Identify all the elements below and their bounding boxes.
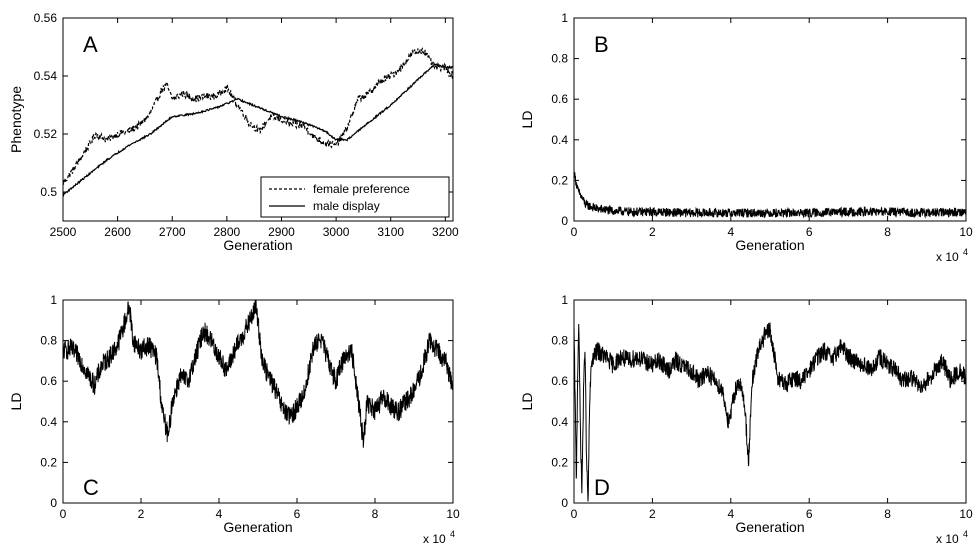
- panel-letter-C: C: [83, 475, 99, 500]
- y-tick-label: 0.8: [40, 334, 57, 348]
- x-tick-label: 3200: [432, 225, 459, 239]
- x-tick-label: 0: [571, 225, 578, 239]
- legend-box: [260, 176, 450, 218]
- x-tick-label: 8: [884, 507, 891, 521]
- x-tick-label: 2: [138, 507, 145, 521]
- x-tick-label: 4: [216, 507, 223, 521]
- y-tick-label: 1: [561, 293, 568, 307]
- y-tick-label: 0.2: [551, 173, 568, 187]
- x-tick-label: 6: [806, 507, 813, 521]
- axes-frame: [573, 299, 967, 504]
- y-tick-label: 1: [50, 293, 57, 307]
- y-tick-label: 0.52: [34, 127, 58, 141]
- y-tick-label: 0.4: [551, 415, 568, 429]
- y-tick-label: 0.6: [551, 374, 568, 388]
- y-tick-label: 0.6: [40, 374, 57, 388]
- x-tick-label: 0: [60, 507, 67, 521]
- x-axis-multiplier: x 10: [936, 250, 959, 264]
- legend-label: female preference: [313, 182, 410, 196]
- x-tick-label: 8: [884, 225, 891, 239]
- panel-letter-D: D: [594, 475, 610, 500]
- axes-frame: [62, 299, 454, 504]
- x-tick-label: 2800: [214, 225, 241, 239]
- x-tick-label: 3100: [377, 225, 404, 239]
- legend: female preference male display: [260, 176, 450, 218]
- x-tick-label: 2600: [104, 225, 131, 239]
- axes-frame: [573, 17, 967, 222]
- x-tick-label: 2900: [268, 225, 295, 239]
- x-tick-label: 0: [571, 507, 578, 521]
- y-tick-label: 0.8: [551, 52, 568, 66]
- x-tick-label: 2: [649, 507, 656, 521]
- series-line-C-1: [63, 300, 453, 448]
- y-tick-label: 0: [561, 214, 568, 228]
- y-axis-label: Phenotype: [8, 86, 24, 153]
- panel-D: 0 2 4 6 8 10 0 0.2 0.4 0.6 0.8 1 Generation LD x 10 4 D: [519, 293, 973, 546]
- y-tick-label: 0.2: [40, 455, 57, 469]
- panel-A: 2500 2600 2700 2800 2900 3000 3100 3200 0.5 0.52 0…: [8, 11, 459, 253]
- x-axis-multiplier-exponent: 4: [450, 529, 455, 539]
- x-tick-label: 10: [959, 225, 973, 239]
- x-tick-label: 4: [727, 225, 734, 239]
- y-tick-label: 0.54: [34, 69, 58, 83]
- axes-frame: [62, 17, 454, 222]
- x-axis-multiplier-exponent: 4: [963, 529, 968, 539]
- y-tick-label: 0.5: [40, 185, 57, 199]
- x-tick-label: 4: [727, 507, 734, 521]
- x-tick-label: 10: [446, 507, 460, 521]
- series-line-B-1: [574, 170, 966, 219]
- x-axis-label: Generation: [223, 237, 292, 253]
- x-axis-label: Generation: [223, 519, 292, 535]
- x-axis-multiplier: x 10: [423, 532, 446, 546]
- x-tick-label: 8: [372, 507, 379, 521]
- y-tick-label: 0: [50, 496, 57, 510]
- panel-C: 0 2 4 6 8 10 0 0.2 0.4 0.6 0.8 1 Generation LD x 10 4 C: [8, 293, 460, 546]
- x-tick-label: 6: [294, 507, 301, 521]
- panel-letter-B: B: [594, 32, 609, 57]
- x-tick-label: 2700: [159, 225, 186, 239]
- series-line-A-2: [63, 63, 453, 197]
- y-axis-label: LD: [8, 393, 24, 411]
- y-axis-label: LD: [519, 393, 535, 411]
- y-tick-label: 1: [561, 11, 568, 25]
- x-axis-label: Generation: [735, 519, 804, 535]
- x-axis-multiplier: x 10: [936, 532, 959, 546]
- x-tick-label: 2500: [50, 225, 77, 239]
- x-tick-label: 10: [959, 507, 973, 521]
- x-axis-multiplier-exponent: 4: [963, 247, 968, 257]
- x-tick-label: 6: [806, 225, 813, 239]
- y-tick-label: 0.2: [551, 455, 568, 469]
- panel-B: 0 2 4 6 8 10 0 0.2 0.4 0.6 0.8 1 Generation LD x 10 4 B: [519, 11, 973, 264]
- series-line-A-1: [63, 47, 453, 185]
- y-tick-label: 0.8: [551, 334, 568, 348]
- panel-letter-A: A: [83, 32, 98, 57]
- y-tick-label: 0.56: [34, 11, 58, 25]
- x-tick-label: 3000: [323, 225, 350, 239]
- y-tick-label: 0: [561, 496, 568, 510]
- y-tick-label: 0.4: [40, 415, 57, 429]
- y-axis-label: LD: [519, 111, 535, 129]
- y-tick-label: 0.4: [551, 133, 568, 147]
- x-tick-label: 2: [649, 225, 656, 239]
- y-tick-label: 0.6: [551, 92, 568, 106]
- series-line-D-1: [574, 322, 966, 502]
- legend-label: male display: [313, 199, 380, 213]
- x-axis-label: Generation: [735, 237, 804, 253]
